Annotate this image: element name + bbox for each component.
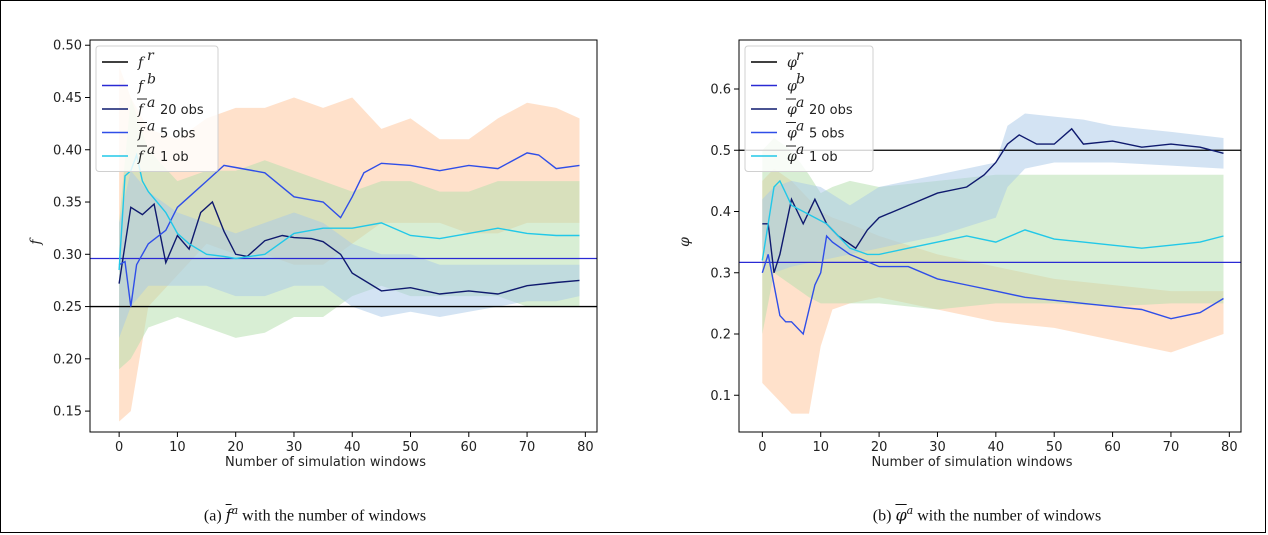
phi-ytick-label: 0.1 [710,389,731,404]
caption-b-suffix: with the number of windows [913,507,1102,525]
f-ylabel: f [28,237,44,246]
f-xtick-label: 30 [286,440,303,455]
f-legend-label: 20 obs [160,103,204,118]
caption-b-symbol: φ [895,505,907,525]
f-xtick-label: 10 [169,440,186,455]
caption-a-sup: a [231,504,239,517]
f-xtick-label: 80 [577,440,594,455]
f-legend-symbol: f [137,102,146,118]
phi-legend-symbol: φ [787,79,797,95]
f-xtick-label: 20 [227,440,244,455]
phi-xtick-label: 70 [1163,440,1180,455]
f-band-green [119,97,580,370]
f-axes-frame [89,39,598,433]
caption-a-symbol: f [225,505,232,525]
phi-ylabel: φ [677,237,693,247]
phi-xtick-label: 40 [988,440,1005,455]
phi-xlabel: Number of simulation windows [871,455,1072,470]
f-legend-symbol: f [137,55,146,71]
f-legend-label: 5 obs [160,127,196,142]
f-legend-box [95,45,219,172]
phi-xtick-label: 80 [1221,440,1238,455]
f-xtick-label: 40 [344,440,361,455]
phi-xtick-label: 60 [1104,440,1121,455]
phi-band-green [762,138,1224,334]
f-xtick-label: 50 [402,440,419,455]
phi-legend-symbol: φ [787,102,797,118]
phi-ytick-label: 0.3 [710,266,731,281]
phi-plot-area [739,113,1241,414]
f-ytick-label: 0.20 [53,352,82,367]
f-legend-sup: b [147,72,156,88]
phi-series-1-ob [761,179,1224,261]
f-ytick-label: 0.25 [53,300,82,315]
phi-legend-sup: a [796,95,804,111]
phi-legend-sup: b [796,72,805,88]
phi-series-20-obs [762,127,1224,274]
phi-band-blue [762,113,1224,273]
f-series-5-obs [118,152,580,307]
f-ytick-label: 0.15 [53,405,82,420]
f-xtick-label: 60 [461,440,478,455]
f-plot-area [90,66,597,422]
phi-ytick-label: 0.2 [710,328,731,343]
f-band-blue [119,170,580,338]
f-xtick-label: 70 [519,440,536,455]
f-ytick-label: 0.40 [53,143,82,158]
phi-legend-label: 20 obs [809,103,853,118]
caption-b-prefix: (b) [872,507,896,525]
phi-legend-sup: a [796,119,804,135]
caption-b: (b) φa with the number of windows [873,504,1101,525]
phi-legend-box [744,45,874,172]
f-ytick-label: 0.35 [53,196,82,211]
phi-legend-sup: a [796,142,804,158]
f-series-1-ob [118,152,580,271]
f-plot: 0 10 20 30 40 50 60 70 80 0.15 0.20 0.25 0.30 0.35 0.4… [28,39,598,470]
f-ytick-label: 0.45 [53,91,82,106]
f-legend-sup: r [147,48,155,64]
caption-a-suffix: with the number of windows [238,507,427,525]
f-xtick-label: 0 [115,440,123,455]
phi-xtick-label: 30 [929,440,946,455]
f-xlabel: Number of simulation windows [225,455,426,470]
phi-legend-sup: r [796,48,804,64]
phi-axes-frame [738,39,1242,433]
f-legend-sup: a [147,142,155,158]
phi-legend-symbol: φ [787,55,797,71]
phi-ytick-label: 0.4 [710,205,731,220]
f-legend-label: 1 ob [160,150,189,165]
caption-a: (a) fa with the number of windows [204,504,426,525]
phi-ytick-label: 0.6 [710,83,731,98]
f-ytick-label: 0.50 [53,39,82,54]
phi-xtick-label: 20 [871,440,888,455]
phi-legend-label: 1 ob [809,150,838,165]
f-legend-symbol: f [137,79,146,95]
f-legend-symbol: f [137,126,146,142]
phi-xtick-label: 10 [812,440,829,455]
phi-legend-symbol: φ [787,149,797,165]
f-ytick-label: 0.30 [53,248,82,263]
caption-a-prefix: (a) [203,507,226,525]
f-legend-sup: a [147,119,155,135]
f-legend-sup: a [147,95,155,111]
phi-ytick-label: 0.5 [710,144,731,159]
phi-legend-label: 5 obs [809,127,845,142]
f-legend-symbol: f [137,149,146,165]
caption-b-sup: a [906,504,914,517]
f-series-20-obs [118,200,580,295]
phi-xtick-label: 0 [758,440,766,455]
phi-xtick-label: 50 [1046,440,1063,455]
phi-series-5-obs [761,234,1224,336]
phi-plot: 0 10 20 30 40 50 60 70 80 0.1 0.2 0.3 0.4 0.5 0.6 Numbe… [677,39,1242,470]
phi-legend-symbol: φ [787,126,797,142]
